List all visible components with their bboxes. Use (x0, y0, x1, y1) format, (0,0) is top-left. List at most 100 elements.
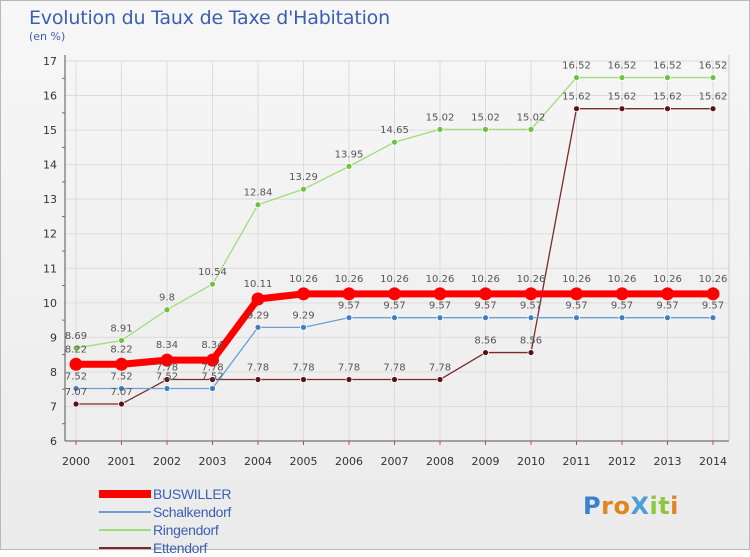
data-point-schalkendorf (209, 385, 216, 392)
legend-swatch-ettendorf (99, 547, 151, 549)
data-point-schalkendorf (118, 385, 125, 392)
data-point-schalkendorf (436, 314, 444, 322)
x-tick-label: 2004 (244, 455, 272, 468)
data-point-schalkendorf (573, 314, 580, 322)
data-point-ringendorf (163, 306, 171, 314)
x-tick-label: 2007 (381, 455, 409, 468)
data-label-buswiller: 10.26 (426, 274, 455, 285)
data-point-buswiller (433, 287, 447, 301)
data-label-ettendorf: 8.56 (520, 336, 542, 347)
legend-label-schalkendorf: Schalkendorf (153, 504, 232, 520)
x-tick-label: 2014 (699, 455, 727, 468)
data-label-ettendorf: 7.78 (247, 363, 269, 374)
data-label-ringendorf: 13.29 (289, 172, 318, 183)
y-unit-label: (en %) (29, 30, 66, 43)
data-point-buswiller (524, 287, 538, 301)
legend-label-buswiller: BUSWILLER (153, 486, 232, 502)
y-tick-label: 6 (50, 435, 57, 448)
data-point-ettendorf (209, 376, 216, 383)
data-point-ettendorf (118, 400, 125, 408)
data-point-buswiller (706, 287, 720, 301)
data-label-buswiller: 10.26 (653, 274, 682, 285)
data-point-ringendorf (664, 74, 671, 81)
brand-letter: X (630, 492, 650, 520)
data-point-ringendorf (118, 337, 125, 344)
data-label-buswiller: 10.26 (471, 274, 500, 285)
data-label-ettendorf: 15.62 (608, 92, 637, 103)
data-label-buswiller: 10.26 (517, 274, 546, 285)
data-label-ettendorf: 15.62 (562, 92, 591, 103)
data-point-ringendorf (618, 74, 626, 81)
x-tick-label: 2003 (199, 455, 227, 468)
data-point-schalkendorf (391, 314, 398, 322)
x-tick-label: 2001 (108, 455, 136, 468)
data-label-ringendorf: 9.8 (159, 293, 175, 304)
x-tick-label: 2010 (517, 455, 545, 468)
data-label-ringendorf: 16.52 (699, 61, 728, 72)
data-point-schalkendorf (709, 314, 717, 322)
data-label-schalkendorf: 9.29 (292, 310, 314, 321)
data-point-ettendorf (618, 105, 626, 113)
y-tick-label: 12 (43, 228, 57, 241)
data-point-ringendorf (72, 344, 80, 352)
data-point-ettendorf (254, 376, 262, 383)
data-label-schalkendorf: 7.52 (110, 371, 132, 382)
data-point-schalkendorf (163, 385, 171, 392)
series-lines (69, 74, 720, 408)
legend-item-ettendorf: Ettendorf (99, 539, 231, 557)
data-point-schalkendorf (300, 323, 307, 331)
legend-swatch-schalkendorf (99, 511, 151, 513)
data-point-buswiller (115, 357, 128, 371)
data-label-ringendorf: 14.65 (380, 125, 409, 136)
data-point-buswiller (661, 287, 674, 301)
data-label-ettendorf: 7.78 (201, 363, 223, 374)
legend-item-schalkendorf: Schalkendorf (99, 503, 231, 521)
data-point-buswiller (342, 287, 356, 301)
data-label-buswiller: 10.26 (699, 274, 728, 285)
data-label-ettendorf: 15.62 (653, 92, 682, 103)
data-point-ringendorf (345, 162, 353, 170)
brand-letter: t (658, 492, 671, 520)
y-tick-label: 15 (43, 124, 57, 137)
data-point-ettendorf (482, 349, 489, 356)
data-point-ringendorf (527, 125, 535, 133)
data-label-buswiller: 10.26 (289, 274, 318, 285)
data-point-ettendorf (300, 376, 307, 383)
x-tick-label: 2012 (608, 455, 636, 468)
data-label-schalkendorf: 9.57 (656, 301, 678, 312)
data-label-schalkendorf: 9.57 (474, 301, 496, 312)
data-label-schalkendorf: 9.57 (611, 301, 633, 312)
data-point-schalkendorf (482, 314, 489, 322)
y-tick-label: 17 (43, 55, 57, 68)
y-tick-label: 10 (43, 297, 57, 310)
data-labels: 7.07 7.07 7.78 7.78 7.78 7.78 7.78 7.78 7.78 8.56… (65, 61, 727, 398)
data-point-buswiller (479, 287, 492, 301)
data-label-schalkendorf: 9.57 (338, 301, 360, 312)
chart-title: Evolution du Taux de Taxe d'Habitation (29, 7, 390, 29)
x-tick-label: 2005 (290, 455, 318, 468)
y-tick-label: 14 (43, 159, 57, 172)
y-tick-label: 11 (43, 262, 57, 275)
legend-swatch-ringendorf (99, 529, 151, 531)
legend-item-buswiller: BUSWILLER (99, 485, 232, 503)
data-point-ringendorf (300, 185, 307, 193)
data-label-ringendorf: 16.52 (653, 61, 682, 72)
data-point-ringendorf (391, 138, 398, 146)
data-point-ringendorf (254, 201, 262, 209)
data-point-ettendorf (664, 105, 671, 113)
data-point-buswiller (69, 357, 83, 371)
data-point-ringendorf (209, 280, 216, 288)
data-point-ettendorf (709, 105, 717, 113)
data-point-buswiller (615, 287, 629, 301)
grid (65, 60, 729, 442)
data-label-ettendorf: 7.78 (383, 363, 405, 374)
data-point-buswiller (388, 287, 401, 301)
data-label-buswiller: 8.22 (110, 344, 132, 355)
data-label-ringendorf: 15.02 (517, 112, 546, 123)
data-point-schalkendorf (664, 314, 671, 322)
data-point-schalkendorf (345, 314, 353, 322)
data-label-ringendorf: 10.54 (198, 267, 227, 278)
brand-letter: i (649, 492, 659, 520)
data-label-schalkendorf: 9.57 (520, 301, 542, 312)
